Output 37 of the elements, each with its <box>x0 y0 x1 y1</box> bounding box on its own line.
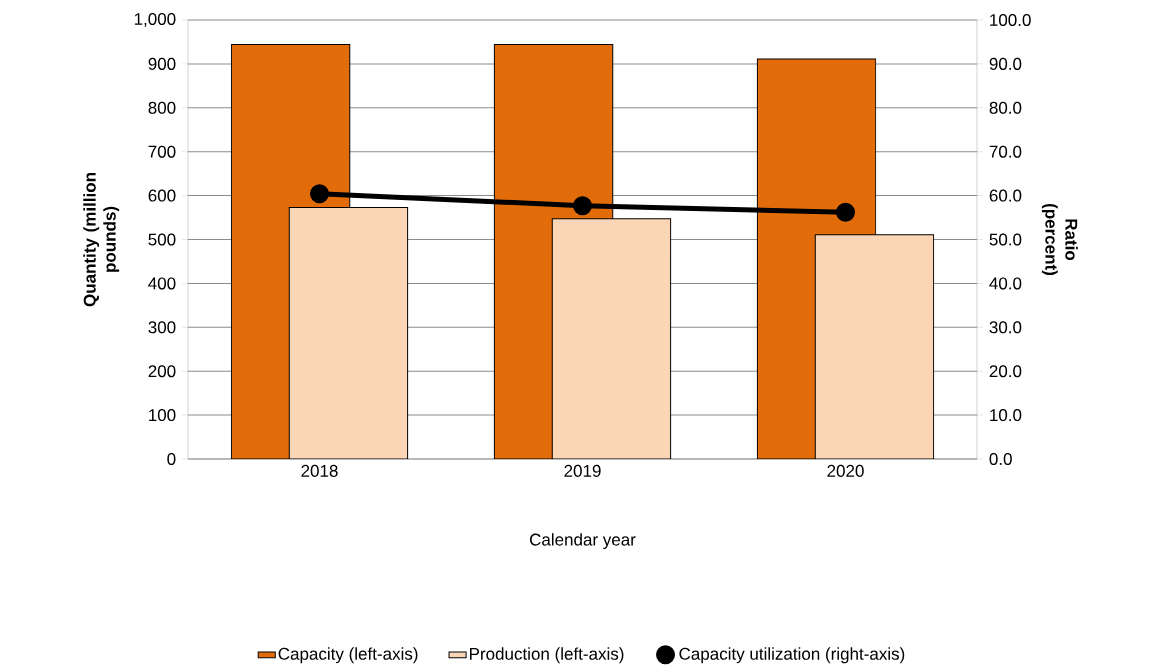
x-tick-label: 2020 <box>827 464 864 477</box>
bar <box>288 206 409 459</box>
x-tick-label: 2019 <box>564 464 601 477</box>
y-tick-label: 200 <box>148 365 176 378</box>
y-axis-title: Quantity (million pounds) <box>83 173 120 307</box>
legend-label: Capacity utilization (right-axis) <box>679 647 905 664</box>
y-tick-label: 500 <box>148 233 176 246</box>
y-tick-label: 600 <box>148 189 176 202</box>
point <box>310 184 330 204</box>
legend-label: Production (left-axis) <box>470 647 624 664</box>
y-tick-label: 900 <box>148 57 176 70</box>
y-tick-label: 400 <box>148 277 176 290</box>
y-tick-label: 300 <box>148 321 176 334</box>
y2-tick-label: 40.0 <box>989 277 1022 290</box>
y2-tick-label: 50.0 <box>989 233 1022 246</box>
y2-tick-label: 20.0 <box>989 365 1022 378</box>
y2-tick-label: 10.0 <box>990 409 1022 422</box>
x-axis-title: Calendar year <box>529 533 636 550</box>
y2-tick-label: 60.0 <box>989 189 1022 202</box>
y2-axis-title: Ratio (percent) <box>1041 203 1078 276</box>
y2-tick-label: 30.0 <box>989 321 1022 334</box>
y2-tick-label: 80.0 <box>989 101 1022 114</box>
y2-tick-label: 90.0 <box>989 57 1022 70</box>
legend-label: Capacity (left-axis) <box>278 647 418 664</box>
y2-tick-label: 100.0 <box>990 13 1031 27</box>
y2-tick-label: 0.0 <box>989 452 1012 466</box>
y-tick-label: 800 <box>148 101 176 114</box>
y-tick-label: 100 <box>149 409 176 422</box>
bar <box>551 218 672 459</box>
x-tick-label: 2018 <box>301 464 338 477</box>
point <box>573 196 593 216</box>
bar <box>814 234 935 459</box>
y-tick-label: 700 <box>148 145 176 158</box>
y2-tick-label: 70.0 <box>989 145 1022 158</box>
y-tick-label: 0 <box>167 452 176 466</box>
point <box>836 202 856 222</box>
y-tick-label: 1,000 <box>134 12 176 28</box>
